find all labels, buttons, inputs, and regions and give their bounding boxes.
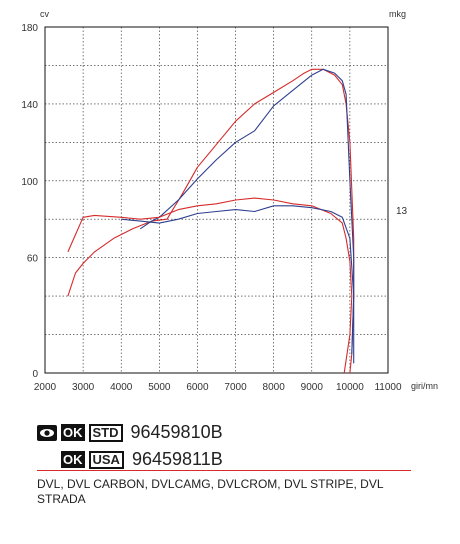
x-tick-label: 7000 (224, 382, 247, 393)
plot-frame (44, 26, 389, 374)
x-tick-label: 5000 (148, 382, 171, 393)
x-tick-label: 10000 (336, 382, 364, 393)
x-tick-label: 9000 (301, 382, 324, 393)
series-line (67, 197, 353, 374)
y-tick-label: 140 (21, 100, 38, 111)
y-tick-label: 180 (21, 23, 38, 34)
part-codes: OK STD 96459810B OK USA 96459811B (37, 419, 223, 473)
region-badge-std: STD (88, 423, 123, 442)
series-line (121, 205, 355, 354)
right-tick-label: 13 (396, 206, 408, 217)
series-line (67, 68, 355, 374)
x-tick-label: 4000 (110, 382, 133, 393)
x-tick-label: 6000 (186, 382, 209, 393)
series-group (67, 68, 355, 374)
tick-labels: 2000 3000 4000 5000 6000 7000 8000 9000 10000 110… (21, 23, 407, 393)
region-badge-usa: USA (88, 450, 124, 469)
series-line (139, 68, 355, 364)
y-tick-label: 0 (32, 369, 38, 380)
x-tick-label: 11000 (374, 382, 402, 393)
ok-badge: OK (61, 451, 85, 468)
part-number-std: 96459810B (130, 422, 223, 442)
y-tick-label: 60 (27, 254, 39, 265)
right-axis-unit: mkg (389, 9, 406, 19)
divider-line (37, 470, 411, 471)
eye-icon (37, 424, 57, 441)
ok-badge: OK (61, 424, 85, 441)
x-axis-unit: giri/mn (411, 381, 438, 391)
part-number-usa: 96459811B (131, 449, 223, 469)
code-row-std: OK STD 96459810B (37, 419, 223, 446)
y-tick-label: 100 (21, 177, 38, 188)
chart-grid (45, 27, 388, 373)
x-tick-label: 8000 (263, 382, 286, 393)
power-torque-chart: cv mkg giri/mn 2000 3000 4000 5000 6000 7000 8… (21, 9, 438, 393)
left-axis-unit: cv (40, 9, 50, 19)
code-row-usa: OK USA 96459811B (61, 446, 223, 473)
x-tick-label: 3000 (72, 382, 95, 393)
model-list: DVL, DVL CARBON, DVLCAMG, DVLCROM, DVL S… (37, 477, 384, 506)
x-tick-label: 2000 (34, 382, 57, 393)
